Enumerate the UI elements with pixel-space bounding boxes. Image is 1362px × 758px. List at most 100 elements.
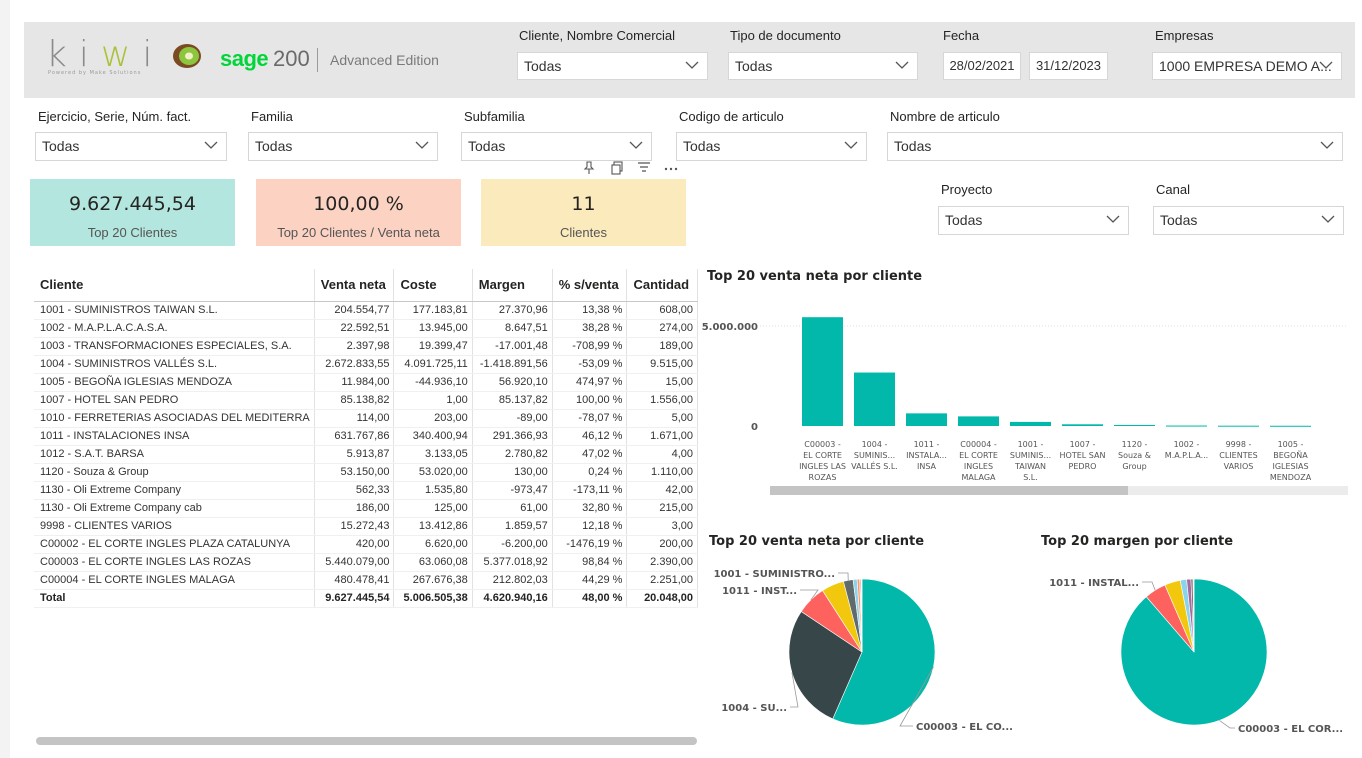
x-tick-label: 1007 - [1070,440,1096,449]
bar[interactable] [1114,424,1155,426]
column-header[interactable]: Venta neta [314,269,395,302]
slicer-proyecto-dropdown[interactable]: Todas [938,206,1129,235]
cell-value: -53,09 % [552,355,628,374]
chevron-down-icon [1321,215,1335,223]
table-row[interactable]: 1130 - Oli Extreme Company 562,33 1.535,80… [34,481,698,500]
cell-value: 130,00 [472,463,553,482]
sage-divider [317,48,318,72]
cell-value: 6.620,00 [393,535,473,554]
more-icon[interactable] [664,161,678,175]
x-tick-label: 1005 - [1278,440,1304,449]
pie-slice[interactable] [788,611,863,720]
callout-line [790,672,799,708]
kpi-card-top20-ratio[interactable]: 100,00 % Top 20 Clientes / Venta neta [256,179,461,246]
bar[interactable] [1062,424,1103,426]
table-row[interactable]: 1007 - HOTEL SAN PEDRO 85.138,82 1,00 85.13… [34,391,698,410]
table-row[interactable]: 1001 - SUMINISTROS TAIWAN S.L. 204.554,77… [34,301,698,320]
column-header[interactable]: Cliente [34,269,315,302]
x-tick-label: PEDRO [1069,462,1097,471]
slicer-nombre-articulo-dropdown[interactable]: Todas [887,132,1343,161]
client-table-visual[interactable]: Cliente Venta neta Coste Margen% s/venta Can… [34,269,698,608]
total-cell: 20.048,00 [626,588,698,608]
x-tick-label: MENDOZA [1270,473,1312,482]
x-tick-label: SUMINIS... [1010,451,1051,460]
pie-chart-margen[interactable]: C00003 - EL COR... 1011 - INSTAL... [1030,555,1355,750]
table-row[interactable]: C00003 - EL CORTE INGLES LAS ROZAS 5.440.… [34,553,698,572]
x-tick-label: INGLES LAS [799,462,846,471]
cell-value: 13.412,86 [393,517,473,536]
cell-value: 5.377.018,92 [472,553,553,572]
cell-value: 85.137,82 [472,391,553,410]
kpi-value: 11 [571,193,596,215]
cell-value: 8.647,51 [472,319,553,338]
bar[interactable] [906,413,947,426]
date-to-input[interactable]: 31/12/2023 [1029,52,1108,80]
slicer-familia-dropdown[interactable]: Todas [248,132,438,161]
table-row[interactable]: 1003 - TRANSFORMACIONES ESPECIALES, S.A.… [34,337,698,356]
slicer-tipo-documento-dropdown[interactable]: Todas [728,52,918,80]
table-horizontal-scrollbar[interactable] [36,737,697,745]
table-row[interactable]: 1002 - M.A.P.L.A.C.A.S.A. 22.592,51 13.945… [34,319,698,338]
column-header[interactable]: Coste [393,269,473,302]
table-row[interactable]: 1011 - INSTALACIONES INSA 631.767,86 340.4… [34,427,698,446]
filter-icon[interactable] [637,161,651,175]
table-row[interactable]: C00002 - EL CORTE INGLES PLAZA CATALUNYA… [34,535,698,554]
kpi-card-top20-clientes[interactable]: 9.627.445,54 Top 20 Clientes [30,179,235,246]
pie-data-label: 1011 - INSTAL... [1049,578,1139,589]
table-total-row: Total 9.627.445,54 5.006.505,38 4.620.940,1… [34,588,698,608]
slicer-subfamilia-dropdown[interactable]: Todas [461,132,652,161]
sage-version: 200 [273,46,310,71]
cell-value: 27.370,96 [472,301,553,320]
cell-value: 186,00 [314,499,395,518]
table-row[interactable]: 1004 - SUMINISTROS VALLÉS S.L. 2.672.833,… [34,355,698,374]
cell-value: -89,00 [472,409,553,428]
pie-slice[interactable] [861,578,863,653]
bar-chart[interactable]: 0 5.000.000 C00003 - EL CORTE INGLES LAS ROZA… [700,290,1355,500]
bar[interactable] [854,372,895,426]
column-header[interactable]: % s/venta [552,269,628,302]
slicer-codigo-articulo-dropdown[interactable]: Todas [676,132,867,161]
table-row[interactable]: 1130 - Oli Extreme Company cab 186,00 125,… [34,499,698,518]
cell-value: 38,28 % [552,319,628,338]
pie-data-label: 1004 - SU... [721,703,787,714]
pie-venta-title: Top 20 venta neta por cliente [709,534,925,549]
copy-icon[interactable] [610,161,624,175]
bar[interactable] [1270,425,1311,427]
slicer-empresas-dropdown[interactable]: 1000 EMPRESA DEMO A... [1152,52,1342,80]
slicer-ejercicio-dropdown[interactable]: Todas [35,132,227,161]
bar[interactable] [1166,425,1207,427]
x-tick-label: ROZAS [809,473,837,482]
cell-value: 13.945,00 [393,319,473,338]
date-from-input[interactable]: 28/02/2021 [943,52,1021,80]
column-header[interactable]: Margen [472,269,553,302]
slicer-cliente-dropdown[interactable]: Todas [517,52,708,80]
pie-chart-venta[interactable]: C00003 - EL CO... 1004 - SU... 1011 - INST… [700,555,1030,750]
cell-value: -1476,19 % [552,535,628,554]
callout-line [838,572,849,581]
bar[interactable] [802,317,843,426]
column-header[interactable]: Cantidad [626,269,698,302]
cell-value: 9.515,00 [626,355,698,374]
bar[interactable] [1218,425,1259,427]
table-row[interactable]: 1120 - Souza & Group 53.150,00 53.020,00 13… [34,463,698,482]
table-row[interactable]: C00004 - EL CORTE INGLES MALAGA 480.478,4… [34,571,698,590]
cell-value: 98,84 % [552,553,628,572]
cell-cliente: 1130 - Oli Extreme Company [34,481,315,500]
table-row[interactable]: 1010 - FERRETERIAS ASOCIADAS DEL MEDITER… [34,409,698,428]
x-tick-label: CLIENTES [1219,451,1257,460]
slicer-canal-dropdown[interactable]: Todas [1153,206,1344,235]
table-row[interactable]: 9998 - CLIENTES VARIOS 15.272,43 13.412,86… [34,517,698,536]
cell-value: 32,80 % [552,499,628,518]
bar-chart-scroll-thumb[interactable] [770,486,1128,495]
pin-icon[interactable] [582,161,596,175]
slicer-nombre-articulo-label: Nombre de articulo [890,109,1000,124]
kpi-card-clientes[interactable]: 11 Clientes [481,179,686,246]
cell-value: 4.091.725,11 [393,355,473,374]
table-row[interactable]: 1005 - BEGOÑA IGLESIAS MENDOZA 11.984,00-… [34,373,698,392]
bar[interactable] [958,416,999,426]
slicer-ejercicio-label: Ejercicio, Serie, Núm. fact. [38,109,192,124]
table-row[interactable]: 1012 - S.A.T. BARSA 5.913,87 3.133,05 2.780… [34,445,698,464]
cell-value: 340.400,94 [393,427,473,446]
total-cell: 5.006.505,38 [393,588,473,608]
bar[interactable] [1010,421,1051,426]
